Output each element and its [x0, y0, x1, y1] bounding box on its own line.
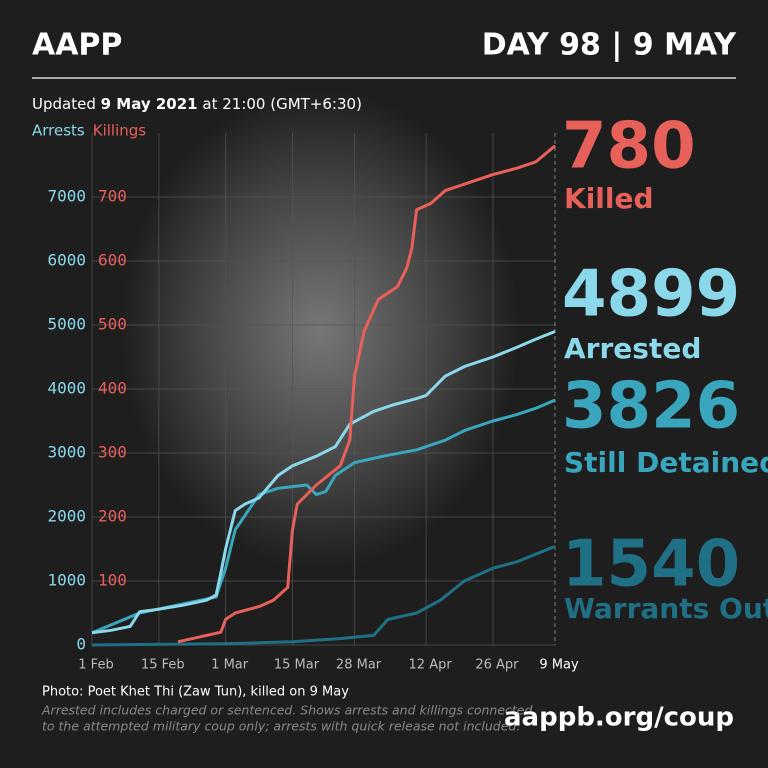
x-tick-label: 1 Mar	[211, 658, 249, 673]
callout-label: Still Detained	[564, 446, 768, 479]
y-tick-label: 0	[76, 635, 86, 654]
x-tick-label: 26 Apr	[475, 658, 519, 673]
callout-label: Warrants Out	[564, 592, 768, 625]
photo-credit: Photo: Poet Khet Thi (Zaw Tun), killed o…	[42, 685, 349, 700]
x-tick-label: 9 May	[539, 658, 579, 673]
series-line	[91, 545, 556, 647]
y2-tick-label: 100	[98, 571, 127, 590]
callout-value: 1540	[562, 528, 740, 602]
y-tick-label: 5000	[47, 315, 86, 334]
x-tick-label: 15 Feb	[141, 658, 185, 673]
y2-tick-label: 600	[98, 251, 127, 270]
y2-tick-label: 500	[98, 315, 127, 334]
callout-label: Arrested	[564, 332, 701, 365]
y2-tick-label: 200	[98, 507, 127, 526]
photo	[120, 90, 520, 570]
y2-tick-label: 400	[98, 379, 127, 398]
x-tick-label: 1 Feb	[78, 658, 113, 673]
updated-date: 9 May 2021	[101, 95, 198, 113]
y-tick-label: 3000	[47, 443, 86, 462]
note: to the attempted military coup only; arr…	[42, 719, 520, 734]
series-line	[177, 144, 556, 644]
x-tick-label: 15 Mar	[274, 658, 320, 673]
y-tick-label: 2000	[47, 507, 86, 526]
series-line	[91, 398, 556, 635]
updated: Updated 9 May 2021 at 21:00 (GMT+6:30)	[32, 95, 362, 113]
brand: AAPP	[32, 28, 122, 63]
updated-text: Updated	[32, 95, 101, 113]
url: aappb.org/coup	[504, 703, 734, 733]
y2-tick-label: 700	[98, 187, 127, 206]
x-tick-label: 28 Mar	[336, 658, 382, 673]
callout-value: 4899	[562, 258, 740, 332]
updated-text: at 21:00 (GMT+6:30)	[198, 95, 362, 113]
y-tick-label: 4000	[47, 379, 86, 398]
day: DAY 98 | 9 MAY	[482, 28, 738, 63]
note: Arrested includes charged or sentenced. …	[41, 703, 533, 718]
legend-entry: Killings	[93, 122, 147, 140]
x-tick-label: 12 Apr	[409, 658, 453, 673]
y2-tick-label: 300	[98, 443, 127, 462]
y-tick-label: 1000	[47, 571, 86, 590]
legend-entry: Arrests	[32, 122, 85, 140]
y-tick-label: 6000	[47, 251, 86, 270]
callout-label: Killed	[564, 182, 654, 215]
callout-value: 3826	[562, 370, 740, 444]
series-line	[91, 330, 556, 635]
y-tick-label: 7000	[47, 187, 86, 206]
callout-value: 780	[562, 110, 696, 184]
